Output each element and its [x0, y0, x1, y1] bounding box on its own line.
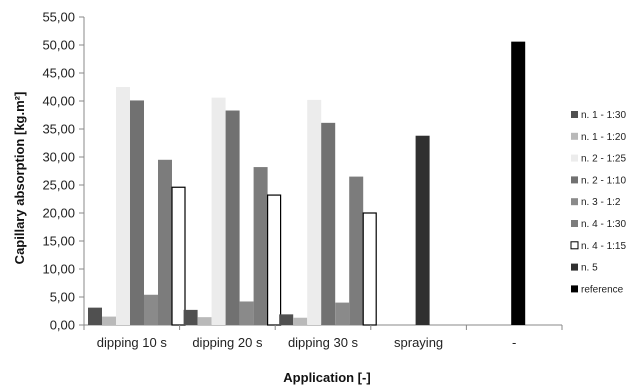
y-axis-title: Capillary absorption [kg.m²]: [12, 92, 27, 265]
bar-n-4-1-15-2: [362, 212, 377, 326]
bar-n-2-1-10-2: [321, 122, 336, 325]
bar-n-2-1-10-0: [130, 100, 144, 325]
x-axis-title: Application [-]: [283, 370, 370, 385]
x-axis-ticks: dipping 10 s dipping 20 s dipping 30 s spra…: [83, 325, 563, 350]
plot-area: [83, 17, 562, 326]
legend: n. 1 - 1:30 n. 1 - 1:20 n. 2 - 1:25 n. 2 - …: [570, 110, 626, 295]
bar-n-3-1-2-0: [144, 294, 158, 325]
legend-swatch: [571, 176, 578, 184]
y-tick-label: 35,00: [42, 122, 75, 137]
y-tick-label: 30,00: [42, 150, 75, 165]
y-tick-label: 10,00: [42, 262, 75, 277]
bar-n-5-3: [415, 135, 430, 325]
y-tick-label: 25,00: [42, 178, 75, 193]
x-tick-label: dipping 20 s: [192, 335, 263, 350]
legend-label: reference: [581, 284, 624, 295]
legend-swatch: [571, 132, 578, 140]
legend-swatch: [571, 111, 578, 118]
y-axis-ticks: 0,00 5,00 10,00 15,00 20,00 25,00 30,00 35,00 40…: [42, 10, 84, 333]
legend-label: n. 1 - 1:20: [581, 132, 626, 143]
legend-label: n. 5: [581, 263, 598, 274]
legend-label: n. 3 - 1:2: [581, 197, 621, 208]
y-tick-label: 55,00: [42, 10, 75, 25]
y-tick-label: 45,00: [42, 66, 75, 81]
bar-n-1-1-20-0: [102, 316, 116, 325]
x-tick-label: -: [512, 335, 516, 350]
bar-n-2-1-25-0: [116, 87, 130, 325]
bar-n-3-1-2-2: [335, 302, 350, 325]
y-tick-label: 15,00: [42, 234, 75, 249]
bar-n-1-1-30-2: [279, 314, 294, 325]
bar-reference-4: [511, 41, 526, 325]
legend-label: n. 1 - 1:30: [581, 110, 626, 121]
y-tick-label: 5,00: [50, 290, 75, 305]
legend-label: n. 2 - 1:25: [581, 154, 626, 165]
legend-label: n. 4 - 1:30: [581, 219, 626, 230]
bar-n-4-1-30-2: [349, 176, 364, 325]
x-tick-label: dipping 10 s: [97, 335, 168, 350]
legend-swatch: [571, 198, 578, 206]
y-tick-label: 0,00: [50, 318, 75, 333]
bar-n-1-1-30-1: [183, 309, 198, 325]
y-tick-label: 40,00: [42, 94, 75, 109]
bar-n-3-1-2-1: [239, 301, 254, 325]
bar-n-4-1-15-0: [171, 186, 186, 326]
bar-n-4-1-30-0: [158, 159, 172, 325]
bar-n-2-1-25-1: [211, 97, 226, 325]
bar-n-2-1-25-2: [307, 99, 322, 325]
bar-n-1-1-20-1: [197, 317, 212, 325]
bar-n-2-1-10-1: [225, 110, 240, 326]
legend-swatch: [570, 241, 579, 250]
legend-swatch: [571, 285, 578, 293]
legend-label: n. 2 - 1:10: [581, 175, 626, 186]
y-tick-label: 50,00: [42, 38, 75, 53]
y-tick-label: 20,00: [42, 206, 75, 221]
bar-n-1-1-30-0: [88, 307, 102, 325]
legend-swatch: [571, 263, 578, 271]
legend-swatch: [571, 220, 578, 227]
bar-n-1-1-20-2: [293, 317, 308, 325]
bar-n-4-1-15-1: [267, 194, 282, 326]
x-tick-label: spraying: [394, 335, 443, 350]
legend-swatch: [571, 154, 578, 162]
x-tick-label: dipping 30 s: [288, 335, 359, 350]
legend-label: n. 4 - 1:15: [581, 241, 626, 252]
bar-n-4-1-30-1: [253, 167, 268, 325]
